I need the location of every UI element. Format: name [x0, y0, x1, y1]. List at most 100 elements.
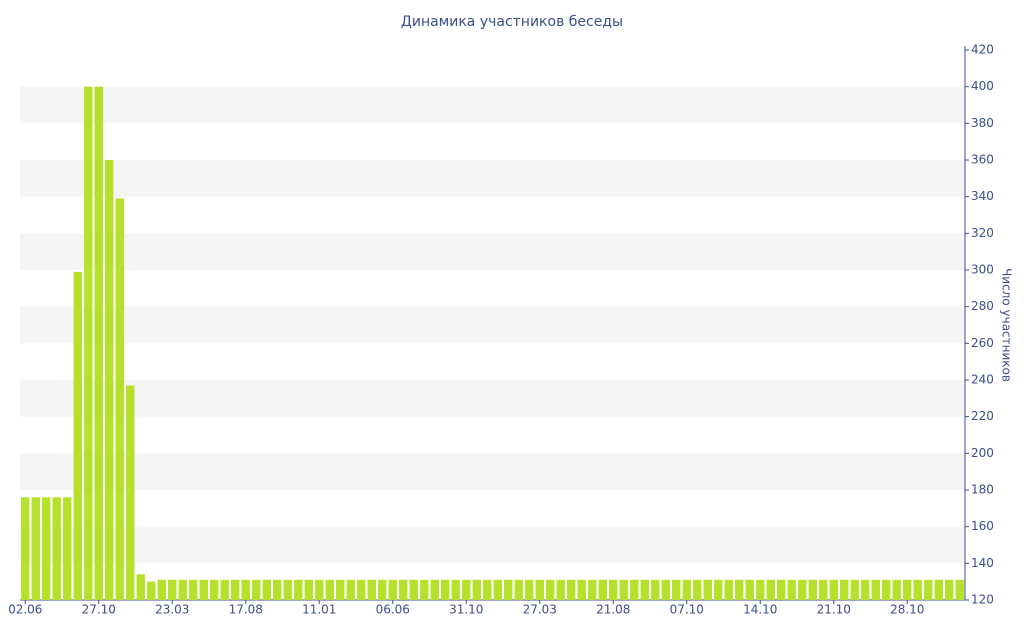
grid-band	[20, 160, 965, 197]
bar	[315, 579, 324, 600]
x-tick-label: 23.03	[155, 603, 189, 617]
y-tick-label: 220	[971, 409, 994, 423]
y-tick-label: 340	[971, 189, 994, 203]
x-tick-label: 17.08	[229, 603, 263, 617]
bar	[556, 579, 565, 600]
bar	[357, 579, 366, 600]
bar	[441, 579, 450, 600]
bar	[714, 579, 723, 600]
y-tick-label: 260	[971, 336, 994, 350]
y-tick-label: 380	[971, 116, 994, 130]
x-tick-label: 21.08	[596, 603, 630, 617]
bar	[903, 579, 912, 600]
bar	[588, 579, 597, 600]
bar	[577, 579, 586, 600]
y-tick-label: 320	[971, 226, 994, 240]
bar	[819, 579, 828, 600]
bar	[420, 579, 429, 600]
y-tick-label: 400	[971, 79, 994, 93]
bar	[745, 579, 754, 600]
bar	[304, 579, 313, 600]
bar	[63, 497, 72, 600]
bar	[640, 579, 649, 600]
bar	[861, 579, 870, 600]
bar	[325, 579, 334, 600]
bar	[115, 198, 124, 600]
bar	[703, 579, 712, 600]
bar	[535, 579, 544, 600]
bar	[892, 579, 901, 600]
bar	[472, 579, 481, 600]
bar	[136, 574, 145, 600]
bar	[924, 579, 933, 600]
bar	[168, 579, 177, 600]
bar	[525, 579, 534, 600]
bar	[840, 579, 849, 600]
bar	[735, 579, 744, 600]
x-tick-label: 27.03	[523, 603, 557, 617]
bar	[241, 579, 250, 600]
bar	[651, 579, 660, 600]
bar	[798, 579, 807, 600]
bar	[693, 579, 702, 600]
bar	[105, 160, 114, 600]
bar	[231, 579, 240, 600]
bar	[546, 579, 555, 600]
y-tick-label: 300	[971, 263, 994, 277]
bar	[630, 579, 639, 600]
grid-band	[20, 86, 965, 124]
grid-band	[20, 380, 965, 417]
y-axis-label: Число участников	[1000, 268, 1014, 382]
bar	[882, 579, 891, 600]
x-tick-label: 07.10	[670, 603, 704, 617]
grid-band	[20, 306, 965, 344]
bar	[567, 579, 576, 600]
grid-band	[20, 233, 965, 270]
bar	[913, 579, 922, 600]
y-tick-label: 160	[971, 519, 994, 533]
bar	[504, 579, 513, 600]
bar	[766, 579, 775, 600]
bar	[808, 579, 817, 600]
bar	[672, 579, 681, 600]
bar	[493, 579, 502, 600]
bar	[409, 579, 418, 600]
grid-band	[20, 453, 965, 490]
bar	[178, 579, 187, 600]
bar	[399, 579, 408, 600]
bar	[283, 579, 292, 600]
y-tick-label: 120	[971, 593, 994, 607]
bar	[126, 385, 135, 600]
x-tick-label: 14.10	[743, 603, 777, 617]
grid-band	[20, 526, 965, 564]
bar	[52, 497, 61, 600]
x-tick-label: 06.06	[376, 603, 410, 617]
bar	[94, 86, 103, 600]
bar	[157, 579, 166, 600]
bar	[955, 579, 964, 600]
y-tick-label: 200	[971, 446, 994, 460]
bar	[367, 579, 376, 600]
bar	[210, 579, 219, 600]
y-tick-label: 420	[971, 43, 994, 57]
bar	[73, 271, 82, 600]
bar	[189, 579, 198, 600]
bar	[31, 497, 40, 600]
bar	[252, 579, 261, 600]
bar	[147, 581, 156, 600]
bar	[346, 579, 355, 600]
bar	[378, 579, 387, 600]
bar	[756, 579, 765, 600]
x-tick-label: 28.10	[890, 603, 924, 617]
bar	[777, 579, 786, 600]
chart-title: Динамика участников беседы	[401, 14, 623, 30]
bar	[462, 579, 471, 600]
bar	[609, 579, 618, 600]
bar	[273, 579, 282, 600]
y-tick-label: 240	[971, 373, 994, 387]
bar	[294, 579, 303, 600]
x-tick-label: 27.10	[82, 603, 116, 617]
y-tick-label: 280	[971, 299, 994, 313]
bar	[483, 579, 492, 600]
